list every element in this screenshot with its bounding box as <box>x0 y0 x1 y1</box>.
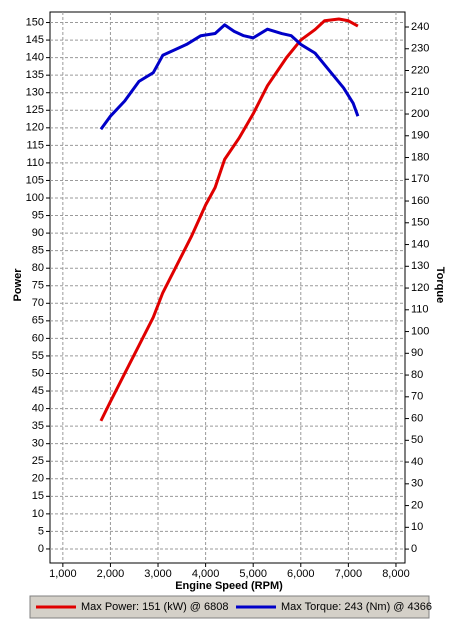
y2-tick-label: 140 <box>411 238 429 250</box>
plot-area <box>49 11 406 564</box>
y-tick-label: 135 <box>26 69 44 81</box>
y-tick-label: 15 <box>32 490 44 502</box>
y2-tick-label: 240 <box>411 21 429 33</box>
x-tick-label: 4,000 <box>192 568 220 580</box>
y-tick-label: 140 <box>26 52 44 64</box>
x-tick-label: 7,000 <box>335 568 363 580</box>
y-tick-label: 55 <box>32 350 44 362</box>
y2-tick-label: 40 <box>411 456 423 468</box>
y-tick-label: 0 <box>38 543 44 555</box>
y-tick-label: 95 <box>32 209 44 221</box>
y-tick-label: 5 <box>38 525 44 537</box>
y-tick-label: 120 <box>26 122 44 134</box>
y2-tick-label: 190 <box>411 130 429 142</box>
y-tick-label: 20 <box>32 473 44 485</box>
y2-tick-label: 70 <box>411 391 423 403</box>
y2-tick-label: 90 <box>411 347 423 359</box>
y2-tick-label: 60 <box>411 412 423 424</box>
y2-tick-label: 220 <box>411 64 429 76</box>
series-line <box>99 17 359 422</box>
y-tick-label: 70 <box>32 297 44 309</box>
y2-tick-label: 170 <box>411 173 429 185</box>
y2-tick-label: 200 <box>411 108 429 120</box>
y2-tick-label: 130 <box>411 260 429 272</box>
y2-tick-label: 100 <box>411 325 429 337</box>
y-tick-label: 145 <box>26 34 44 46</box>
y2-tick-label: 150 <box>411 217 429 229</box>
y-tick-label: 110 <box>26 157 44 169</box>
y2-tick-label: 210 <box>411 86 429 98</box>
y-tick-label: 90 <box>32 227 44 239</box>
x-tick-label: 3,000 <box>144 568 172 580</box>
x-tick-label: 8,000 <box>382 568 410 580</box>
y-tick-label: 130 <box>26 87 44 99</box>
y-axis-label: Power <box>12 268 24 302</box>
x-tick-label: 5,000 <box>239 568 267 580</box>
y2-tick-label: 230 <box>411 43 429 55</box>
y-tick-label: 35 <box>32 420 44 432</box>
y-tick-label: 30 <box>32 438 44 450</box>
y2-tick-label: 80 <box>411 369 423 381</box>
y2-axis-label: Torque <box>434 267 446 303</box>
legend-label: Max Power: 151 (kW) @ 6808 <box>81 601 229 613</box>
y2-tick-label: 110 <box>411 304 429 316</box>
y2-tick-label: 160 <box>411 195 429 207</box>
y-tick-label: 80 <box>32 262 44 274</box>
y-tick-label: 10 <box>32 508 44 520</box>
y-tick-label: 60 <box>32 332 44 344</box>
x-axis-label: Engine Speed (RPM) <box>175 580 283 592</box>
legend <box>29 595 430 619</box>
x-tick-label: 1,000 <box>49 568 77 580</box>
y-tick-label: 150 <box>26 16 44 28</box>
y-tick-label: 45 <box>32 385 44 397</box>
series-line <box>99 23 360 131</box>
y-tick-label: 125 <box>26 104 44 116</box>
y-tick-label: 115 <box>26 139 44 151</box>
y-tick-label: 85 <box>32 245 44 257</box>
y-tick-label: 75 <box>32 280 44 292</box>
y2-tick-label: 50 <box>411 434 423 446</box>
y2-tick-label: 20 <box>411 499 423 511</box>
y2-tick-label: 120 <box>411 282 429 294</box>
y-tick-label: 25 <box>32 455 44 467</box>
y-tick-label: 65 <box>32 315 44 327</box>
y2-tick-label: 30 <box>411 478 423 490</box>
y2-tick-label: 10 <box>411 521 423 533</box>
y-tick-label: 40 <box>32 402 44 414</box>
y2-tick-label: 180 <box>411 151 429 163</box>
y2-tick-label: 0 <box>411 543 417 555</box>
y-tick-label: 105 <box>26 174 44 186</box>
x-tick-label: 2,000 <box>97 568 125 580</box>
legend-label: Max Torque: 243 (Nm) @ 4366 <box>281 601 432 613</box>
y-tick-label: 100 <box>26 192 44 204</box>
x-tick-label: 6,000 <box>287 568 315 580</box>
y-tick-label: 50 <box>32 367 44 379</box>
